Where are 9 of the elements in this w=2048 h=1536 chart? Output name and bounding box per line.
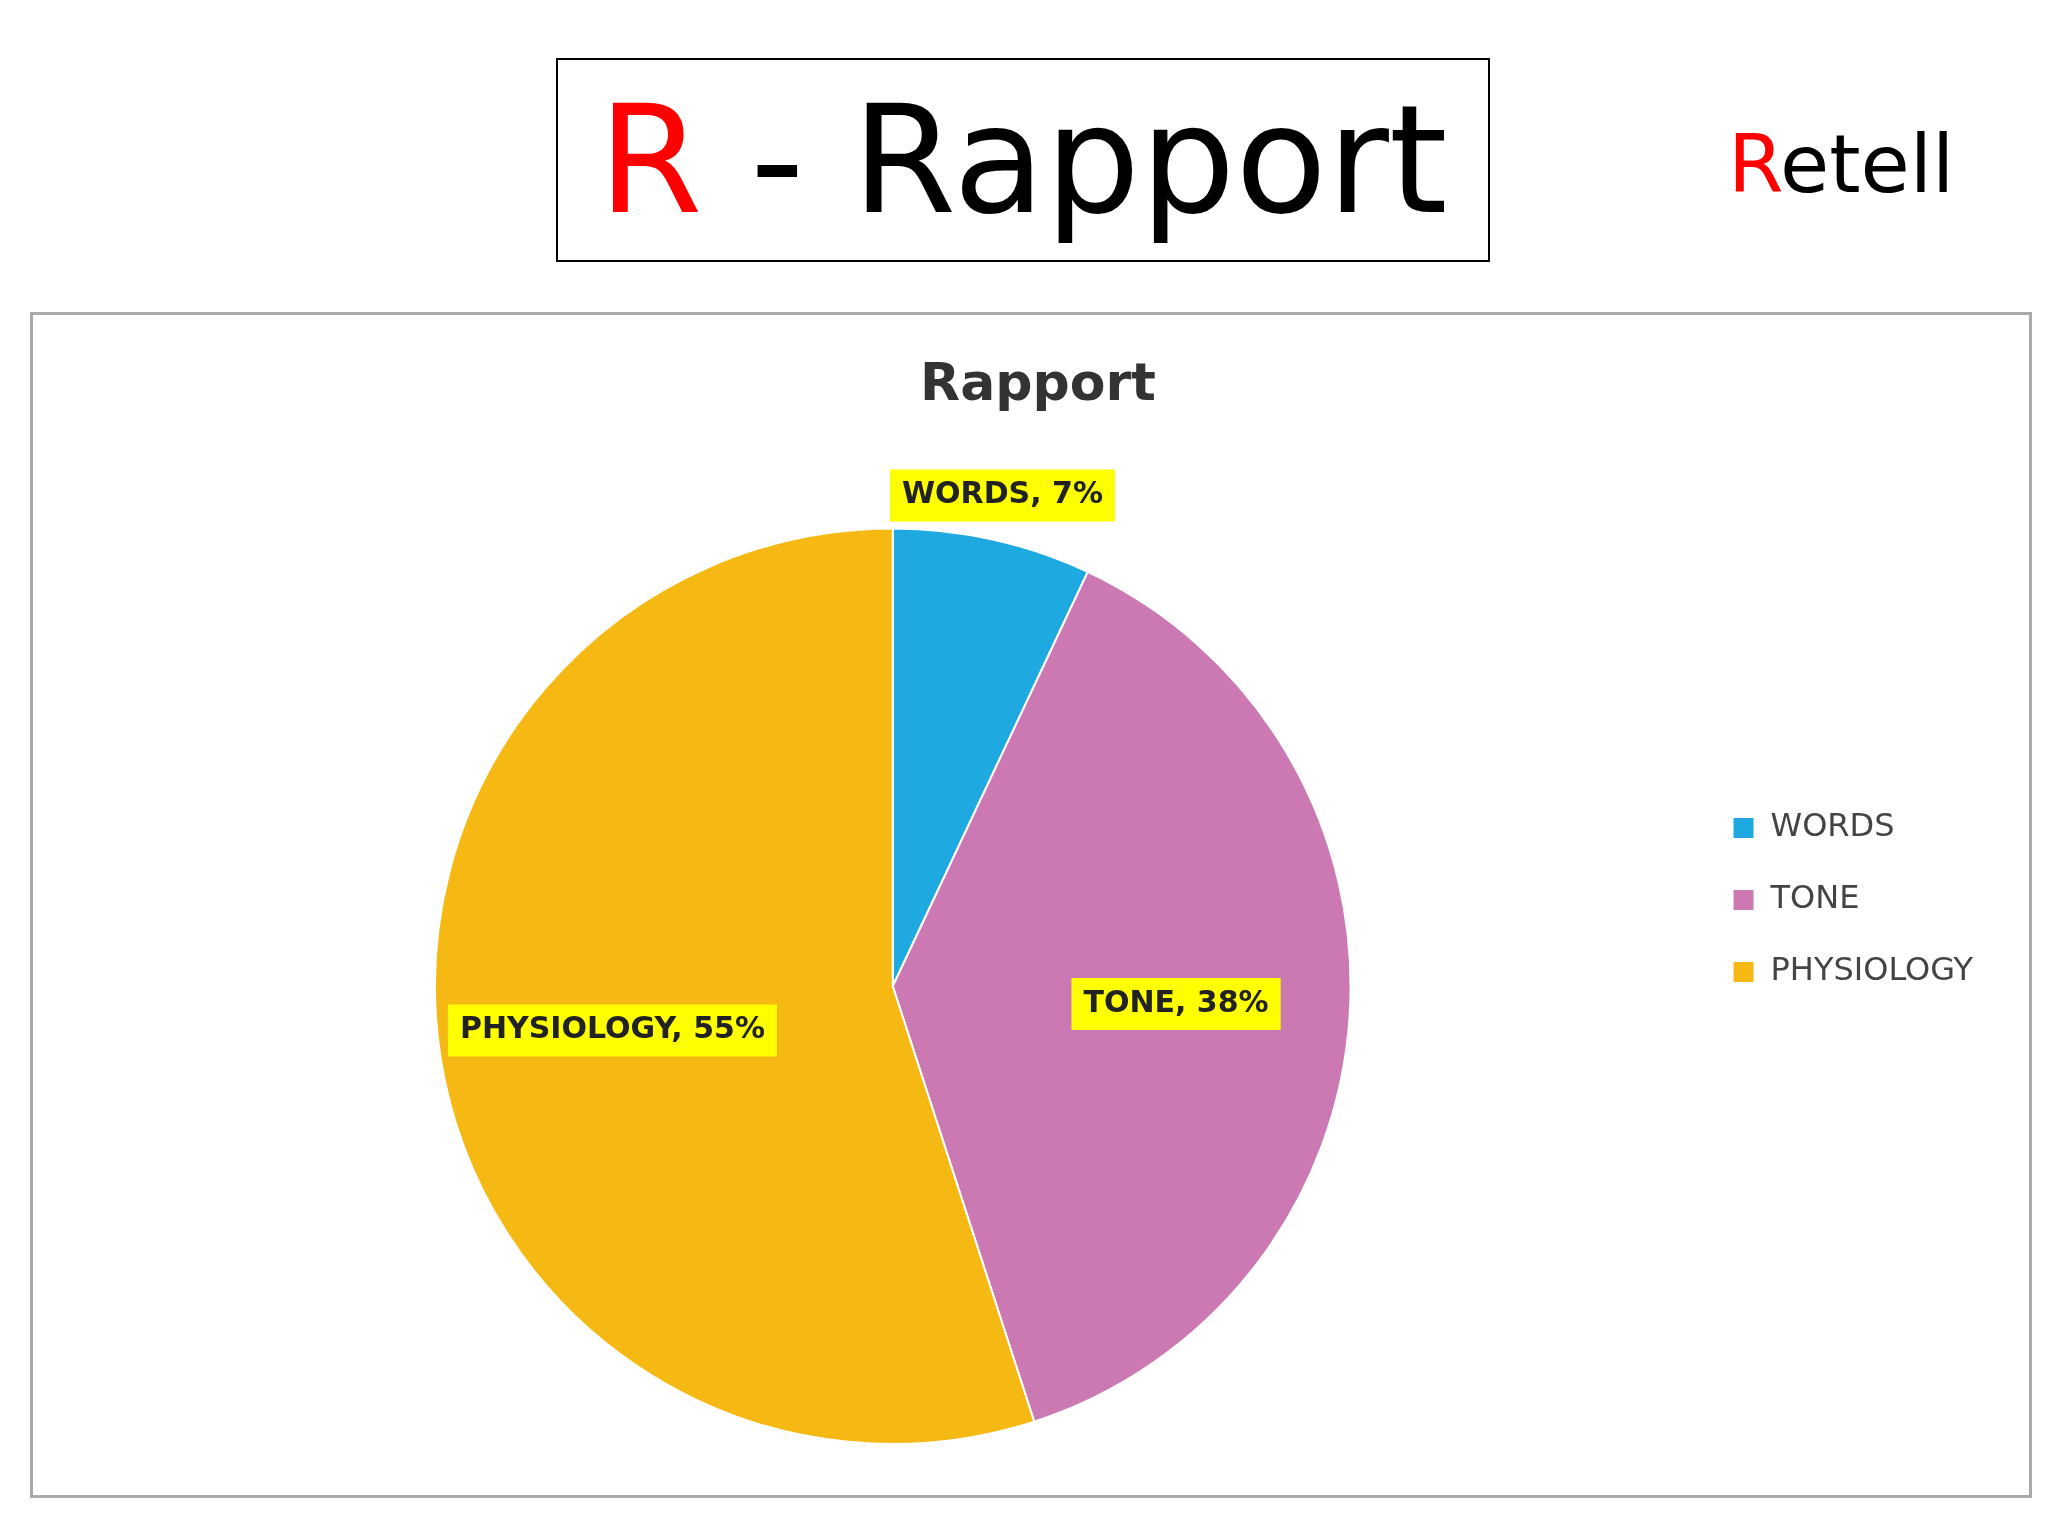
legend-label: WORDS [1770, 806, 1895, 845]
legend-label: PHYSIOLOGY [1770, 950, 1974, 989]
legend-label: TONE [1769, 878, 1860, 917]
text: Retell [1728, 118, 1955, 211]
data-label: TONE, 38% [1083, 983, 1269, 1019]
chart-subtitle: Rapport [920, 351, 1156, 412]
data-label: WORDS, 7% [901, 475, 1103, 511]
chart-title: R - Rapport [598, 73, 1448, 247]
data-label: PHYSIOLOGY, 55% [459, 1010, 765, 1046]
